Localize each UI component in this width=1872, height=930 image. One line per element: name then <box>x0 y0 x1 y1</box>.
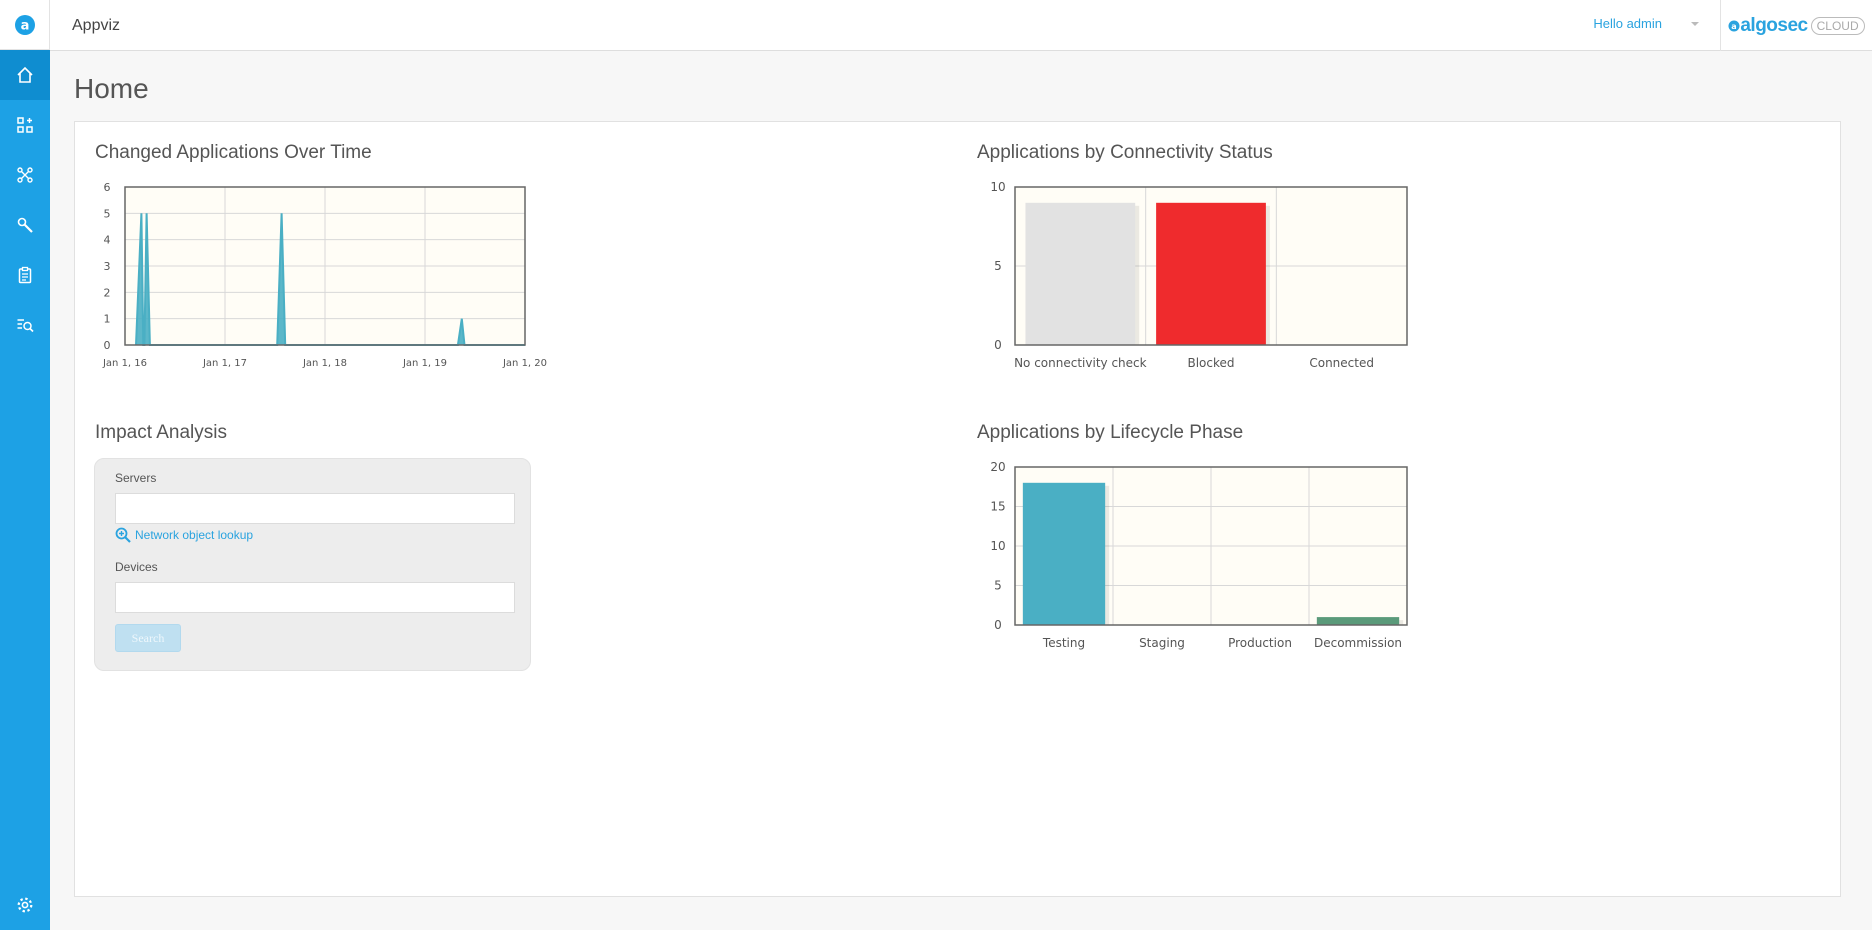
chevron-down-icon[interactable] <box>1690 21 1700 27</box>
search-list-icon <box>17 319 34 333</box>
connectivity-title: Applications by Connectivity Status <box>977 142 1273 163</box>
top-bar: Appviz Hello admin a algosec CLOUD <box>50 0 1872 51</box>
category-label: Blocked <box>1187 356 1234 370</box>
category-label: Staging <box>1139 636 1185 650</box>
y-tick-label: 10 <box>990 180 1005 194</box>
connectivity-bar-blocked <box>1156 202 1266 345</box>
lifecycle-bar-testing <box>1022 482 1106 625</box>
y-tick-label: 20 <box>990 460 1005 474</box>
nav-network-map[interactable] <box>0 150 50 200</box>
y-tick-label: 5 <box>104 207 111 220</box>
y-tick-label: 3 <box>104 260 111 273</box>
algosec-logo-icon: a <box>14 14 35 35</box>
search-button[interactable]: Search <box>115 624 181 652</box>
lifecycle-bar-decommission <box>1316 617 1400 625</box>
nav-tools[interactable] <box>0 200 50 250</box>
changed-apps-chart: 0 1 2 3 4 5 6 Jan 1, 16 Jan 1, 17 Jan 1, 18 Jan 1,… <box>102 181 547 369</box>
lifecycle-title: Applications by Lifecycle Phase <box>977 422 1244 443</box>
y-tick-label: 1 <box>104 313 111 326</box>
y-tick-label: 6 <box>104 181 111 194</box>
clipboard-icon <box>18 266 32 284</box>
devices-input[interactable] <box>115 582 515 613</box>
lifecycle-chart: 0 5 10 15 20 Testing Staging Production Decommis… <box>990 460 1408 650</box>
brand-cloud: CLOUD <box>1810 16 1865 35</box>
plot-border <box>124 186 526 346</box>
svg-text:a: a <box>20 18 29 33</box>
applications-icon <box>17 117 33 133</box>
svg-text:a: a <box>1732 22 1737 31</box>
sidebar: a <box>0 0 50 930</box>
category-label: Decommission <box>1314 636 1402 650</box>
category-label: Connected <box>1309 356 1374 370</box>
tools-icon <box>17 217 33 233</box>
x-tick-label: Jan 1, 20 <box>502 358 547 369</box>
x-tick-label: Jan 1, 18 <box>302 358 347 369</box>
servers-label: Servers <box>115 471 157 485</box>
home-icon <box>17 66 33 83</box>
servers-input[interactable] <box>115 493 515 524</box>
network-object-lookup-link[interactable]: Network object lookup <box>115 527 253 543</box>
lookup-label[interactable]: Network object lookup <box>135 528 254 542</box>
impact-analysis-form: Servers Network object lookup Devices Se… <box>94 458 531 671</box>
nav-home[interactable] <box>0 50 50 100</box>
nav-settings[interactable] <box>0 880 50 930</box>
nav-reports[interactable] <box>0 250 50 300</box>
category-label: Testing <box>1042 636 1085 650</box>
nav-applications[interactable] <box>0 100 50 150</box>
brand-name: algosec <box>1740 14 1808 36</box>
category-label: No connectivity check <box>1014 356 1147 370</box>
nav-search[interactable] <box>0 300 50 350</box>
x-tick-label: Jan 1, 17 <box>202 358 247 369</box>
y-tick-label: 5 <box>994 259 1002 273</box>
x-tick-label: Jan 1, 19 <box>402 358 447 369</box>
y-tick-label: 0 <box>994 618 1002 632</box>
app-title: Appviz <box>72 17 121 34</box>
changed-apps-title: Changed Applications Over Time <box>95 142 372 163</box>
page-title: Home <box>74 73 149 104</box>
impact-title: Impact Analysis <box>95 422 227 443</box>
connectivity-bar-no-connectivity-check <box>1025 202 1136 345</box>
y-tick-label: 0 <box>994 338 1002 352</box>
algosec-mark-icon: a <box>1728 20 1740 31</box>
y-tick-label: 4 <box>104 234 111 247</box>
plot-border <box>1014 466 1408 626</box>
y-tick-label: 2 <box>104 286 111 299</box>
brand-logo: a algosec CLOUD <box>1720 0 1872 51</box>
user-greeting[interactable]: Hello admin <box>1593 16 1662 31</box>
zoom-in-icon <box>115 527 131 543</box>
devices-label: Devices <box>115 560 158 574</box>
category-label: Production <box>1228 636 1292 650</box>
connectivity-chart: 0 5 10 No connectivity check Blocked Connecte… <box>990 180 1408 370</box>
user-menu[interactable]: Hello admin <box>1593 16 1700 31</box>
y-tick-label: 5 <box>994 579 1002 593</box>
y-tick-label: 15 <box>990 500 1005 514</box>
y-tick-label: 10 <box>990 539 1005 553</box>
plot-border <box>1014 186 1408 346</box>
app-logo[interactable]: a <box>0 0 50 50</box>
y-tick-label: 0 <box>104 339 111 352</box>
network-map-icon <box>17 167 33 183</box>
x-tick-label: Jan 1, 16 <box>102 358 147 369</box>
gear-icon <box>17 897 33 913</box>
